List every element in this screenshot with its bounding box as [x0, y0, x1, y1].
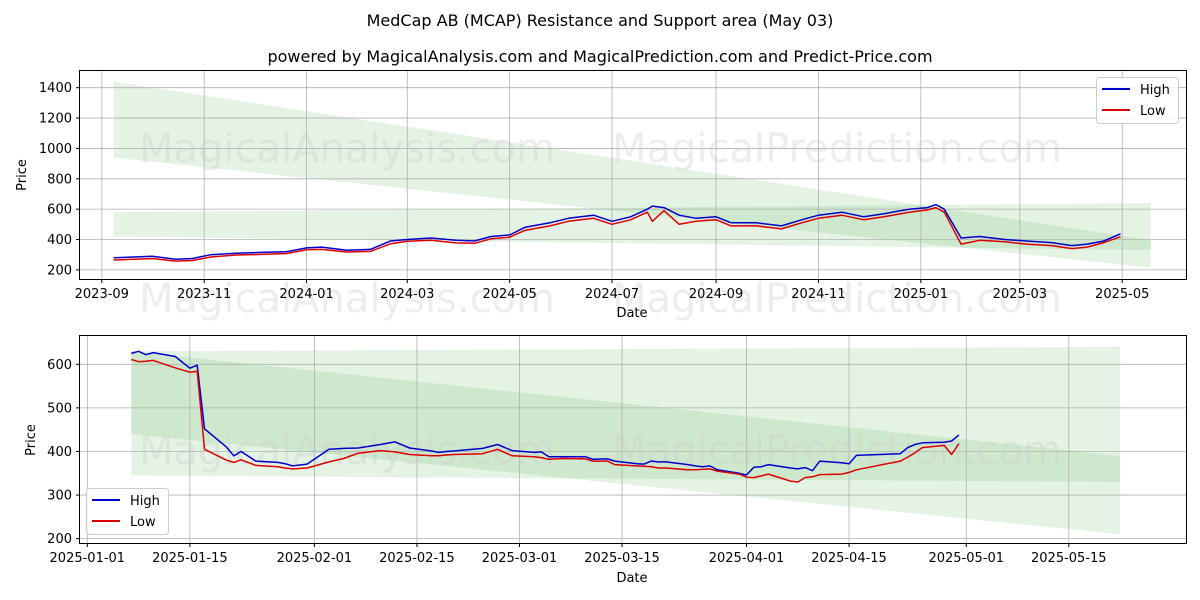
bottom-legend-high-label: High: [130, 494, 160, 509]
top-y-axis-label: Price: [15, 159, 30, 191]
band-resistance: [113, 81, 1151, 268]
top-chart-panel: MagicalAnalysis.com MagicalPrediction.co…: [15, 70, 1187, 322]
y-tick-label: 300: [47, 489, 72, 504]
y-tick-label: 1000: [39, 142, 72, 157]
y-tick-label: 200: [47, 263, 72, 278]
x-tick-label: 2025-05: [1095, 287, 1149, 302]
y-tick-label: 1400: [39, 81, 72, 96]
x-tick-label: 2025-02-01: [277, 551, 353, 566]
top-watermarks: MagicalAnalysis.com MagicalPrediction.co…: [139, 126, 1062, 322]
x-tick-label: 2023-09: [75, 287, 129, 302]
x-tick-label: 2025-03-01: [482, 551, 558, 566]
x-tick-label: 2025-01-01: [50, 551, 126, 566]
top-legend-low-label: Low: [1140, 104, 1166, 119]
watermark-analysis: MagicalAnalysis.com: [139, 276, 555, 322]
y-tick-label: 1200: [39, 112, 72, 127]
top-axis-ticks: 2023-09 2023-11 2024-01 2024-03 2024-05 2024-…: [39, 81, 1149, 302]
x-tick-label: 2025-04-15: [811, 551, 887, 566]
x-tick-label: 2024-05: [482, 287, 536, 302]
x-tick-label: 2025-04-01: [709, 551, 785, 566]
top-price-lines: [113, 203, 1121, 262]
top-x-axis-label: Date: [616, 306, 647, 321]
x-tick-label: 2025-02-15: [379, 551, 455, 566]
series-line-low: [131, 358, 960, 483]
y-tick-label: 200: [47, 532, 72, 547]
series-line-high: [131, 350, 960, 476]
watermark-analysis: MagicalAnalysis.com: [139, 126, 555, 172]
x-tick-label: 2025-03: [993, 287, 1047, 302]
series-line-low: [113, 206, 1121, 262]
x-tick-label: 2024-07: [585, 287, 639, 302]
x-tick-label: 2024-03: [380, 287, 434, 302]
bottom-legend: High Low: [86, 488, 169, 535]
top-legend: High Low: [1096, 77, 1179, 124]
bottom-support-resistance-bands: [131, 346, 1121, 535]
watermark-prediction: MagicalPrediction.com: [612, 276, 1062, 322]
y-tick-label: 600: [47, 203, 72, 218]
bottom-axes-frame: [79, 335, 1187, 544]
band-support: [131, 346, 1121, 482]
y-tick-label: 400: [47, 233, 72, 248]
x-tick-label: 2025-03-15: [584, 551, 660, 566]
bottom-watermarks: MagicalAnalysis.com MagicalPrediction.co…: [139, 428, 1062, 474]
x-tick-label: 2023-11: [177, 287, 231, 302]
bottom-chart-panel: MagicalAnalysis.com MagicalPrediction.co…: [24, 335, 1187, 586]
chart-title: MedCap AB (MCAP) Resistance and Support …: [367, 11, 834, 30]
bottom-price-lines: [131, 350, 960, 483]
series-line-high: [113, 203, 1121, 261]
bottom-legend-low-label: Low: [130, 515, 156, 530]
watermark-prediction: MagicalPrediction.com: [612, 428, 1062, 474]
y-tick-label: 400: [47, 445, 72, 460]
y-tick-label: 600: [47, 358, 72, 373]
x-tick-label: 2025-01-15: [152, 551, 228, 566]
band-resistance: [131, 351, 1121, 535]
x-tick-label: 2024-11: [791, 287, 845, 302]
top-axes-frame: [79, 70, 1187, 280]
top-grid: [80, 71, 1186, 279]
bottom-x-axis-label: Date: [616, 571, 647, 586]
watermark-prediction: MagicalPrediction.com: [612, 126, 1062, 172]
band-support: [113, 203, 1151, 251]
x-tick-label: 2025-05-15: [1031, 551, 1107, 566]
y-tick-label: 800: [47, 172, 72, 187]
bottom-y-axis-label: Price: [24, 424, 39, 456]
bottom-axis-ticks: 2025-01-01 2025-01-15 2025-02-01 2025-02-15…: [47, 358, 1106, 566]
top-legend-high-label: High: [1140, 83, 1170, 98]
y-tick-label: 500: [47, 401, 72, 416]
x-tick-label: 2024-09: [689, 287, 743, 302]
x-tick-label: 2025-05-01: [928, 551, 1004, 566]
x-tick-label: 2025-01: [894, 287, 948, 302]
bottom-grid: [80, 336, 1186, 543]
x-tick-label: 2024-01: [279, 287, 333, 302]
chart-subtitle: powered by MagicalAnalysis.com and Magic…: [267, 47, 932, 66]
